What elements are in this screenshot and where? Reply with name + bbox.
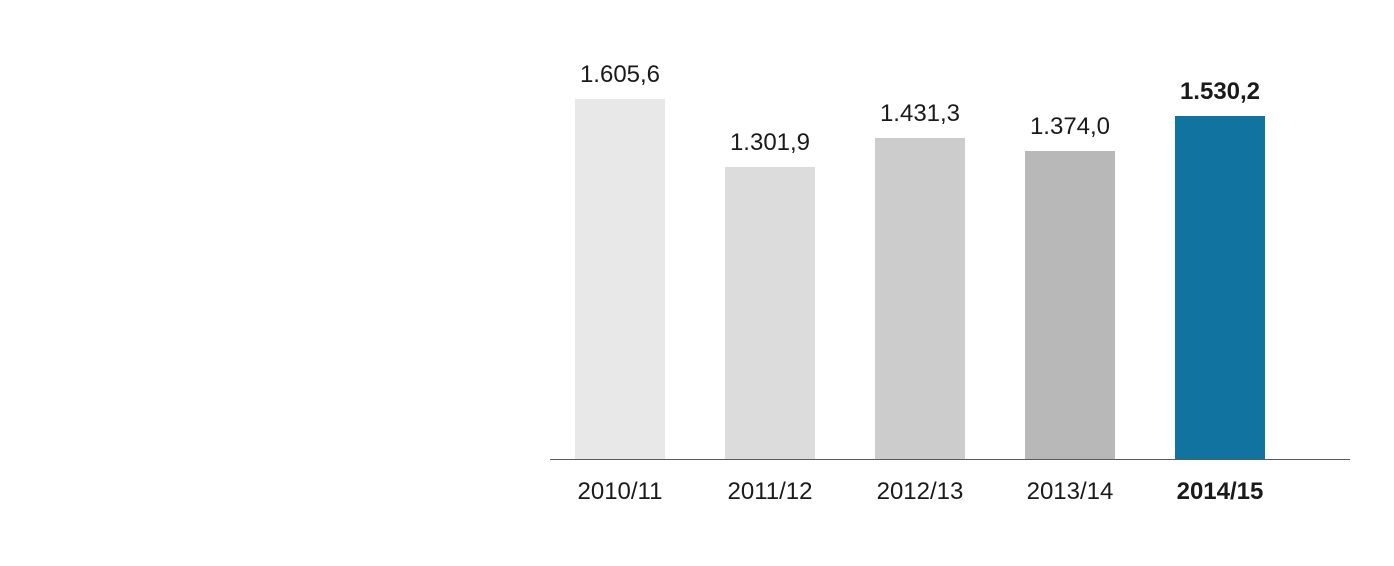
x-axis-label: 2012/13: [875, 478, 965, 506]
bar-chart: 1.605,6 1.301,9 1.431,3 1.374,0 1.530,2 …: [550, 60, 1350, 520]
bar: [725, 167, 815, 459]
x-axis-labels: 2010/11 2011/12 2012/13 2013/14 2014/15: [550, 478, 1350, 506]
bar: [1175, 116, 1265, 459]
bar: [575, 99, 665, 459]
bar-group: 1.605,6: [575, 61, 665, 459]
x-axis-label: 2010/11: [575, 478, 665, 506]
bar: [875, 138, 965, 459]
x-axis-label: 2011/12: [725, 478, 815, 506]
x-axis-label: 2014/15: [1175, 478, 1265, 506]
bar-group: 1.530,2: [1175, 78, 1265, 459]
bar-value-label: 1.431,3: [880, 100, 960, 128]
x-axis-label: 2013/14: [1025, 478, 1115, 506]
bar-group: 1.301,9: [725, 129, 815, 459]
bar-value-label: 1.605,6: [580, 61, 660, 89]
bar-group: 1.374,0: [1025, 113, 1115, 459]
bars-area: 1.605,6 1.301,9 1.431,3 1.374,0 1.530,2: [550, 60, 1350, 460]
bar-value-label: 1.301,9: [730, 129, 810, 157]
bar-value-label: 1.374,0: [1030, 113, 1110, 141]
bar: [1025, 151, 1115, 459]
bar-value-label: 1.530,2: [1180, 78, 1260, 106]
bar-group: 1.431,3: [875, 100, 965, 459]
